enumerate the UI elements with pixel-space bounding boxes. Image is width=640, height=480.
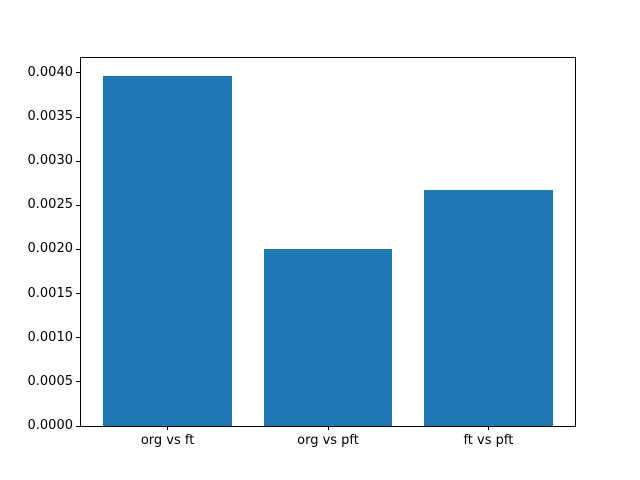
y-axis-tick-mark: [76, 72, 80, 74]
y-axis-tick-mark: [76, 160, 80, 162]
y-axis-tick-mark: [76, 425, 80, 427]
x-axis-tick-label: org vs ft: [140, 433, 195, 448]
y-axis-tick-mark: [76, 337, 80, 339]
y-axis-tick-mark: [76, 204, 80, 206]
y-axis-tick-mark: [76, 293, 80, 295]
y-axis-tick-label: 0.0030: [27, 153, 74, 169]
x-axis-tick-label: ft vs pft: [463, 433, 514, 448]
x-axis-tick-mark: [487, 426, 489, 430]
plot-area: 0.0000 0.0005 0.0010 0.0015 0.0020 0.0025 0.00…: [28, 57, 576, 448]
y-axis-tick-mark: [76, 381, 80, 383]
y-axis-tick-label: 0.0040: [27, 64, 74, 80]
bar-org-vs-ft: [103, 75, 232, 426]
y-axis-tick-label: 0.0000: [27, 418, 74, 433]
bar-ft-vs-pft: [424, 190, 553, 426]
y-axis-tick-label: 0.0005: [27, 373, 74, 389]
bar-org-vs-pft: [263, 248, 393, 426]
x-axis-tick-label: org vs pft: [297, 433, 359, 448]
y-axis-tick-label: 0.0035: [27, 109, 74, 125]
y-axis-tick-mark: [76, 116, 80, 118]
y-axis-tick-label: 0.0020: [27, 241, 74, 257]
y-axis-tick-label: 0.0025: [27, 197, 74, 213]
y-axis-tick-label: 0.0015: [27, 285, 74, 301]
y-axis-tick-label: 0.0010: [27, 329, 74, 345]
x-axis-tick-mark: [167, 426, 169, 430]
y-axis-tick-mark: [76, 248, 80, 250]
x-axis-tick-mark: [327, 426, 329, 430]
